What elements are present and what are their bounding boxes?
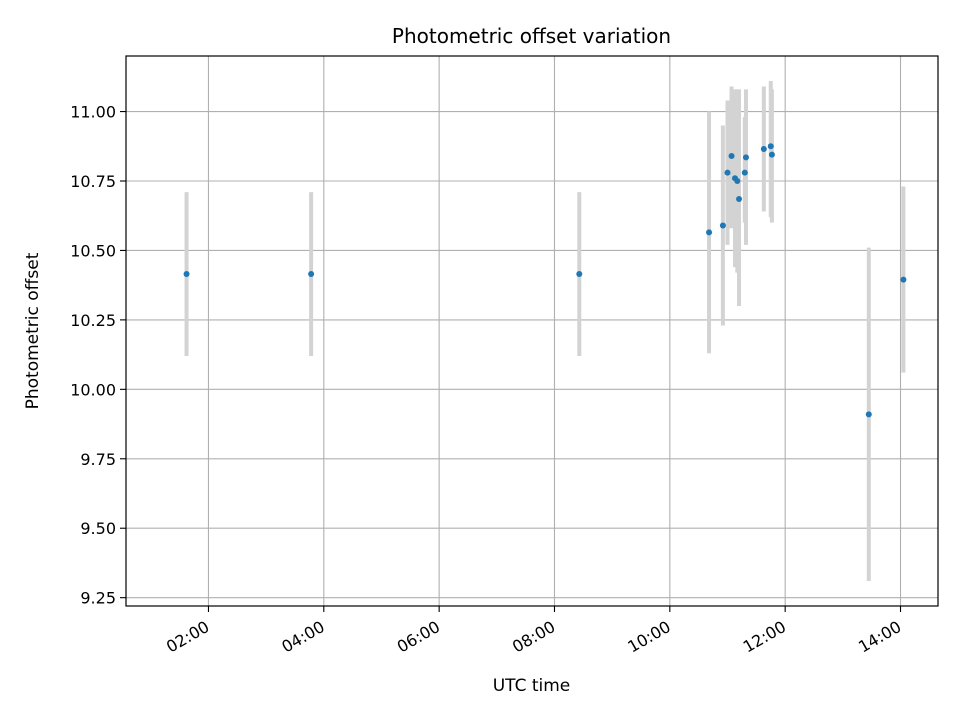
- data-point: [183, 271, 190, 278]
- y-tick-label: 9.25: [80, 589, 116, 608]
- y-tick-label: 9.50: [80, 519, 116, 538]
- data-point: [706, 229, 713, 236]
- grid: [126, 56, 938, 606]
- plot-frame: [125, 55, 939, 607]
- data-point: [736, 196, 743, 203]
- y-tick-label: 10.25: [70, 311, 116, 330]
- data-point: [742, 154, 749, 161]
- data-point: [900, 276, 907, 283]
- data-point: [719, 222, 726, 229]
- data-points: [183, 143, 907, 418]
- y-tick-label: 10.00: [70, 380, 116, 399]
- data-point: [576, 271, 583, 278]
- data-point: [308, 271, 315, 278]
- x-axis-title: UTC time: [493, 676, 571, 696]
- data-point: [760, 146, 767, 153]
- y-axis-title: Photometric offset: [23, 252, 43, 409]
- y-tick-label: 10.50: [70, 241, 116, 260]
- y-axis-ticks: 9.25 9.50 9.75 10.00 10.25 10.50 10.75 11.00: [70, 103, 126, 608]
- chart-title: Photometric offset variation: [392, 24, 671, 48]
- data-point: [724, 169, 731, 176]
- y-tick-label: 10.75: [70, 172, 116, 191]
- data-point: [734, 178, 741, 184]
- data-point: [741, 169, 748, 176]
- data-point: [865, 411, 872, 418]
- y-tick-label: 9.75: [80, 450, 116, 469]
- data-point: [768, 151, 775, 158]
- data-point: [728, 153, 735, 159]
- data-point: [767, 143, 774, 150]
- y-tick-label: 11.00: [70, 103, 116, 122]
